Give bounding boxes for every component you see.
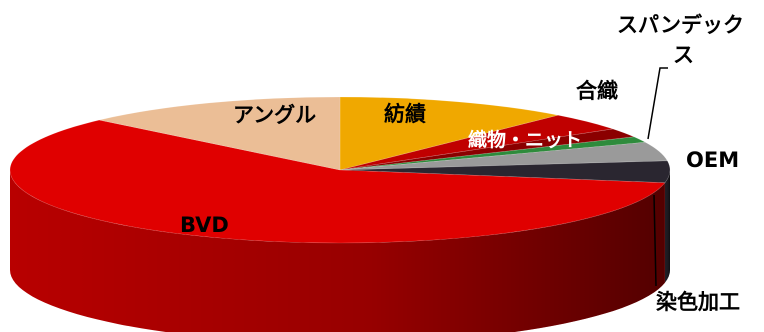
pie-side-shade-5 — [664, 170, 670, 283]
slice-label-3: スパンデックス — [617, 13, 744, 67]
pie-slice-0 — [339, 96, 559, 171]
pie-slice-3 — [339, 136, 647, 171]
leader-spandex — [647, 67, 668, 140]
slice-label-6: BVD — [180, 213, 229, 237]
pie-slice-7 — [99, 96, 341, 171]
pie-slice-6 — [9, 119, 666, 244]
slice-label-5: 染色加工 — [655, 290, 740, 314]
slice-label-2: 合織 — [576, 79, 618, 103]
pie-tops — [9, 96, 671, 244]
slice-label-0: 紡績 — [384, 102, 426, 126]
pie-sides — [10, 170, 670, 332]
slice-label-1: 織物・ニット — [468, 128, 582, 151]
pie-slice-2 — [339, 128, 636, 171]
slice-label-7: アングル — [233, 103, 316, 127]
pie-slice-5 — [339, 160, 671, 184]
slice-label-4: OEM — [686, 148, 739, 172]
pie-slice-4 — [339, 141, 668, 171]
leader-lines — [647, 67, 668, 287]
pie-side-shade-6 — [10, 170, 665, 332]
pie-slice-1 — [339, 114, 614, 171]
leader-dyeing — [653, 194, 657, 287]
